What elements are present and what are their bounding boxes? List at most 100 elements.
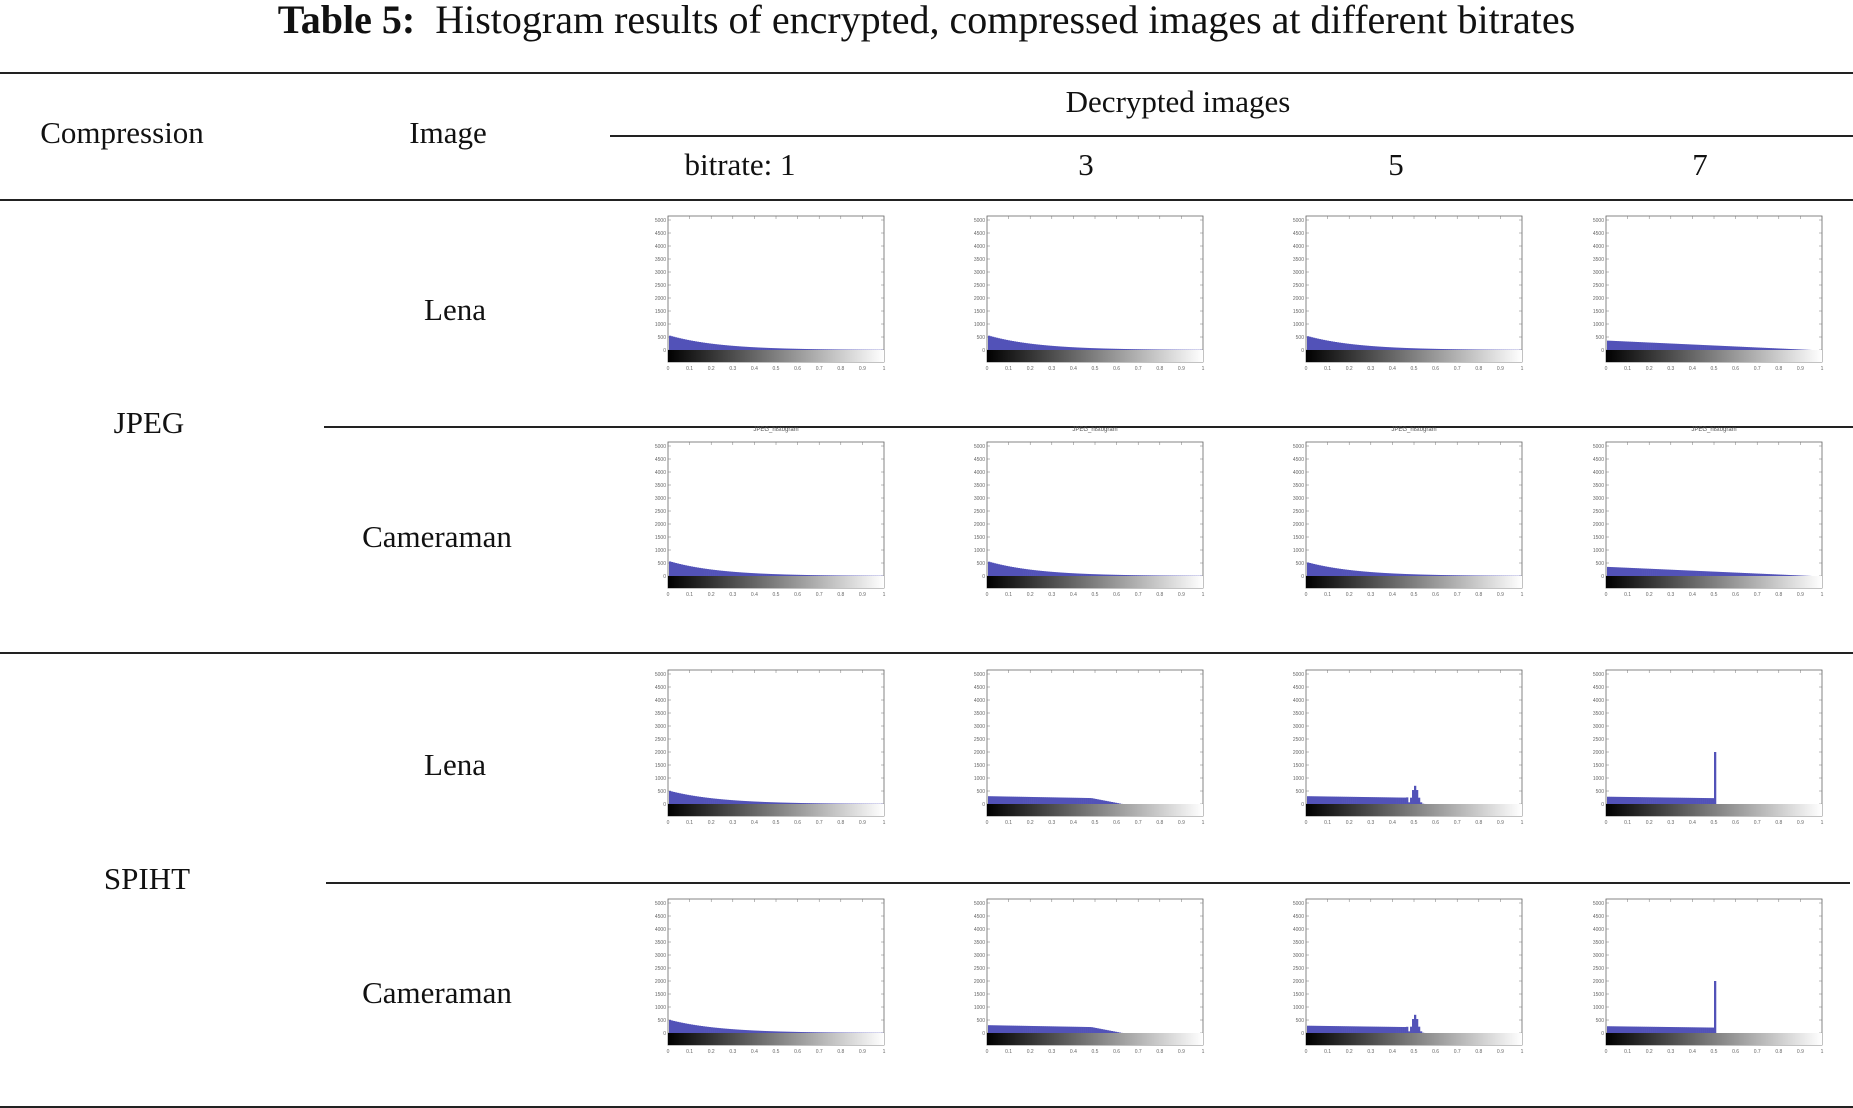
histogram-bar [1132,575,1135,576]
histogram-bar [1063,797,1066,804]
x-tick-label: 0.2 [1346,1049,1353,1055]
histogram-bar [1104,1029,1108,1033]
histogram-bar [1624,567,1628,576]
histogram-bar [1318,1025,1322,1033]
histogram-bar [1785,348,1788,350]
y-tick-label: 3000 [655,270,666,276]
histogram-bar [1098,1028,1102,1033]
x-tick-label: 0.3 [1667,820,1674,826]
histogram-bar [1059,797,1062,804]
histogram-bar [991,796,995,804]
histogram-bar [1612,1026,1616,1033]
histogram-bar [1731,572,1735,576]
histogram-bar [1692,1027,1695,1033]
histogram-bar [1112,574,1116,576]
histogram-bar [1646,1026,1649,1033]
histogram-bar [1650,1026,1653,1033]
x-tick-label: 0.6 [1732,366,1739,372]
histogram-bar [1330,567,1334,576]
histogram-bar [1612,567,1616,576]
histogram-bar [1406,574,1409,576]
histogram-bar [1777,574,1780,576]
histogram-bar [1666,797,1669,804]
histogram-bar [988,796,991,804]
histogram-bar [1390,797,1393,804]
histogram-bar [718,570,721,576]
histogram-bar [1620,796,1624,804]
histogram-bar [1154,349,1157,350]
histogram-bar [728,345,731,350]
histogram-bar [1332,341,1336,350]
histogram-bar [1346,796,1349,804]
histogram-bar [1085,347,1088,350]
x-tick-label: 0.6 [1113,820,1120,826]
histogram-bar [676,1021,680,1033]
histogram-bar [1396,347,1399,350]
histogram-bar [1059,1026,1062,1033]
histogram-bar [799,803,803,804]
histogram-bar [793,802,797,804]
histogram-bar [1075,347,1078,350]
x-tick-label: 0 [986,366,989,372]
gray-level-gradient [987,576,1203,588]
row-jpeg-cameraman: Cameraman [362,519,512,554]
histogram-svg: 5000450040003500300025002000150010005000… [655,898,886,1055]
histogram-bar [1368,1026,1371,1033]
x-tick-label: 0.2 [1027,820,1034,826]
histogram-bar [698,567,702,576]
x-tick-label: 0.8 [837,1049,844,1055]
histogram-bar [825,803,828,804]
x-tick-label: 0.8 [1775,592,1782,598]
jpeg-mid-rule [324,426,1853,428]
histogram-bar [768,802,771,804]
y-tick-label: 3000 [974,270,985,276]
histogram-bar [692,795,696,804]
y-tick-label: 2500 [655,283,666,289]
histogram-bar [829,803,832,804]
histogram-bar [1312,796,1316,804]
histogram-bar [1636,342,1640,350]
histogram-bar [1308,336,1312,350]
histogram-bar [1370,572,1373,576]
histogram-bar [1114,574,1118,576]
y-tick-label: 3000 [655,724,666,730]
histogram-bar [1077,797,1080,804]
header-image: Image [409,115,487,150]
histogram-bar [1025,1025,1028,1033]
histogram-bar [1618,341,1622,350]
histogram-bar [1684,344,1687,350]
histogram-bar [1071,797,1074,804]
y-tick-label: 5000 [1593,218,1604,224]
histogram-bar [1037,570,1040,576]
histogram-bar [1610,796,1614,804]
x-tick-label: 0.5 [1411,366,1418,372]
histogram-bar [795,1031,799,1033]
x-tick-label: 0 [1305,1049,1308,1055]
histogram-bar [831,803,834,804]
histogram-bar [997,1025,1001,1033]
histogram-bar [1668,569,1671,576]
histogram-bar [1471,349,1474,350]
histogram-bar [768,347,771,350]
histogram-bar [720,799,723,804]
histogram-bar [1358,571,1361,576]
y-tick-label: 2500 [974,737,985,743]
histogram-bar [766,347,769,350]
histogram-bar [1055,346,1058,350]
histogram-bar [1091,1027,1094,1033]
histogram-bar [988,561,991,576]
x-tick-label: 0.3 [1667,366,1674,372]
histogram-bar [1421,574,1425,576]
x-tick-label: 0.2 [1646,1049,1653,1055]
histogram-bar [1318,339,1322,350]
histogram-bar [1712,571,1715,576]
gray-level-gradient [987,804,1203,816]
histogram-bar [726,571,729,576]
y-tick-label: 2000 [1293,522,1304,528]
histogram-bar [766,802,769,804]
histogram-bar [1067,1026,1070,1033]
histogram-bar [1626,341,1630,350]
histogram-bar [774,1031,777,1033]
y-tick-label: 4000 [655,698,666,704]
histogram-bar [1640,342,1643,350]
